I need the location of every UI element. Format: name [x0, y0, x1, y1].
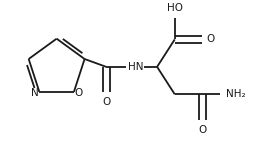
Text: HN: HN	[128, 62, 143, 72]
Text: N: N	[30, 88, 38, 98]
Text: O: O	[102, 97, 110, 107]
Text: NH₂: NH₂	[226, 89, 245, 99]
Text: HO: HO	[167, 3, 183, 13]
Text: O: O	[198, 125, 206, 135]
Text: O: O	[75, 88, 83, 98]
Text: O: O	[206, 34, 214, 44]
